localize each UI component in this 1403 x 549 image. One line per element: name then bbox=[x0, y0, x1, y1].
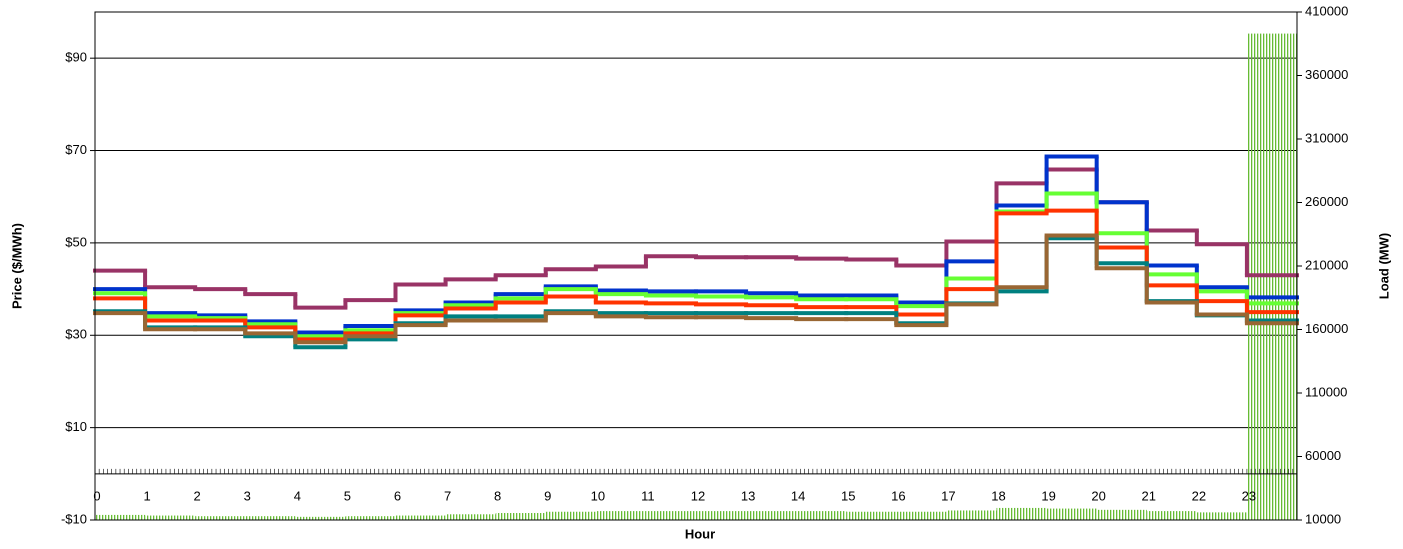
load-bar bbox=[896, 511, 947, 520]
y-tick-label: -$10 bbox=[61, 511, 87, 526]
y2-tick-label: 160000 bbox=[1305, 321, 1348, 336]
load-bar bbox=[1096, 509, 1147, 520]
x-tick-label: 15 bbox=[841, 488, 855, 503]
x-axis-title: Hour bbox=[685, 526, 715, 541]
load-bar bbox=[946, 510, 997, 520]
load-bar bbox=[445, 514, 496, 520]
x-tick-label: 5 bbox=[344, 488, 351, 503]
y2-tick-label: 110000 bbox=[1305, 384, 1347, 399]
load-bar bbox=[996, 507, 1047, 520]
load-bar bbox=[245, 516, 296, 520]
x-tick-label: 19 bbox=[1041, 488, 1055, 503]
load-bar bbox=[95, 514, 146, 520]
x-tick-label: 9 bbox=[544, 488, 551, 503]
x-tick-label: 1 bbox=[143, 488, 150, 503]
load-bar bbox=[195, 516, 246, 520]
y-axis-title: Price ($/MWh) bbox=[9, 223, 24, 309]
load-bar bbox=[746, 511, 797, 520]
load-bar bbox=[1046, 508, 1097, 520]
x-tick-label: 17 bbox=[941, 488, 955, 503]
y-tick-label: $70 bbox=[65, 142, 87, 157]
y-tick-label: $50 bbox=[65, 234, 87, 249]
load-bar bbox=[395, 515, 446, 520]
x-tick-label: 10 bbox=[591, 488, 605, 503]
x-tick-label: 21 bbox=[1142, 488, 1156, 503]
x-tick-label: 13 bbox=[741, 488, 755, 503]
x-tick-label: 23 bbox=[1242, 488, 1256, 503]
y-tick-label: $30 bbox=[65, 327, 87, 342]
x-tick-label: 8 bbox=[494, 488, 501, 503]
axes: -$10 $10 $30 $50 $70 $90 10000 60000 110000 16000… bbox=[61, 3, 1348, 526]
y2-tick-label: 410000 bbox=[1305, 3, 1348, 18]
x-tick-label: 6 bbox=[394, 488, 401, 503]
x-tick-label: 7 bbox=[444, 488, 451, 503]
x-tick-label: 20 bbox=[1091, 488, 1105, 503]
x-tick-label: 3 bbox=[244, 488, 251, 503]
x-tick-label: 22 bbox=[1192, 488, 1206, 503]
load-bar bbox=[295, 516, 346, 520]
x-tick-label: 16 bbox=[891, 488, 905, 503]
x-tick-label: 14 bbox=[791, 488, 805, 503]
load-bar bbox=[545, 511, 596, 520]
load-bar bbox=[796, 511, 847, 520]
load-bar bbox=[345, 516, 396, 520]
y2-tick-label: 310000 bbox=[1305, 130, 1348, 145]
load-bar bbox=[696, 511, 747, 520]
y-tick-label: $10 bbox=[65, 419, 87, 434]
load-bar bbox=[645, 511, 696, 520]
price-lines bbox=[93, 154, 1299, 350]
load-bar bbox=[1146, 511, 1197, 520]
load-bars bbox=[95, 33, 1297, 521]
y2-tick-label: 10000 bbox=[1305, 511, 1341, 526]
y-tick-label: $90 bbox=[65, 50, 87, 65]
load-bar bbox=[846, 511, 897, 520]
x-tick-label: 11 bbox=[641, 488, 655, 503]
load-bar bbox=[595, 511, 646, 520]
y2-tick-label: 60000 bbox=[1305, 448, 1341, 463]
x-tick-label: 4 bbox=[294, 488, 301, 503]
load-bar bbox=[145, 515, 196, 520]
x-tick-label: 12 bbox=[691, 488, 705, 503]
load-bar bbox=[1196, 512, 1247, 520]
y2-tick-label: 260000 bbox=[1305, 194, 1348, 209]
x-tick-label: 0 bbox=[93, 488, 100, 503]
y2-tick-label: 210000 bbox=[1305, 257, 1348, 272]
y2-axis-title: Load (MW) bbox=[1376, 233, 1391, 299]
y2-tick-label: 360000 bbox=[1305, 67, 1348, 82]
grid bbox=[95, 57, 1297, 521]
x-tick-label: 2 bbox=[194, 488, 201, 503]
plot-frame bbox=[94, 11, 1298, 521]
load-bar bbox=[495, 513, 546, 520]
x-tick-label: 18 bbox=[991, 488, 1005, 503]
